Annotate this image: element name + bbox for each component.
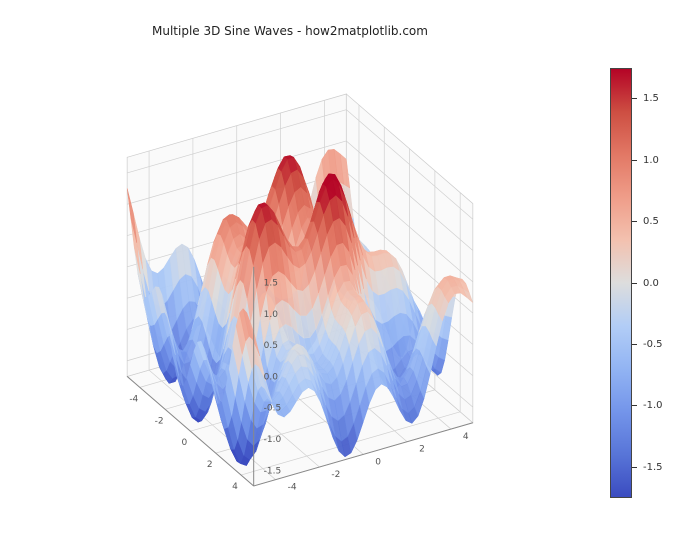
chart-title: Multiple 3D Sine Waves - how2matplotlib.…: [0, 24, 580, 38]
svg-text:2: 2: [207, 460, 213, 470]
svg-text:-1.0: -1.0: [264, 435, 282, 445]
svg-text:4: 4: [463, 432, 469, 442]
colorbar: -1.5-1.0-0.50.00.51.01.5: [610, 68, 666, 498]
svg-text:-2: -2: [331, 470, 340, 480]
svg-text:0: 0: [375, 457, 381, 467]
svg-text:-4: -4: [288, 483, 297, 493]
svg-text:-0.5: -0.5: [264, 404, 282, 414]
svg-text:-1.5: -1.5: [264, 466, 282, 476]
surface-plot: -4 -2 0 2 4 -4 -2 0 2 4 -1.5 -1.0 -0.5 0.0 0.5 1.0 1.5: [40, 60, 560, 520]
svg-text:4: 4: [232, 482, 238, 492]
svg-text:1.0: 1.0: [264, 310, 279, 320]
figure: Multiple 3D Sine Waves - how2matplotlib.…: [0, 0, 700, 560]
colorbar-gradient: [610, 68, 632, 498]
svg-text:2: 2: [419, 445, 425, 455]
svg-text:-2: -2: [155, 416, 164, 426]
svg-text:0.0: 0.0: [264, 372, 279, 382]
svg-text:-4: -4: [129, 394, 138, 404]
svg-text:1.5: 1.5: [264, 278, 278, 288]
svg-text:0.5: 0.5: [264, 341, 278, 351]
surface-svg: -4 -2 0 2 4 -4 -2 0 2 4 -1.5 -1.0 -0.5 0.0 0.5 1.0 1.5: [40, 60, 560, 520]
svg-text:0: 0: [182, 438, 188, 448]
